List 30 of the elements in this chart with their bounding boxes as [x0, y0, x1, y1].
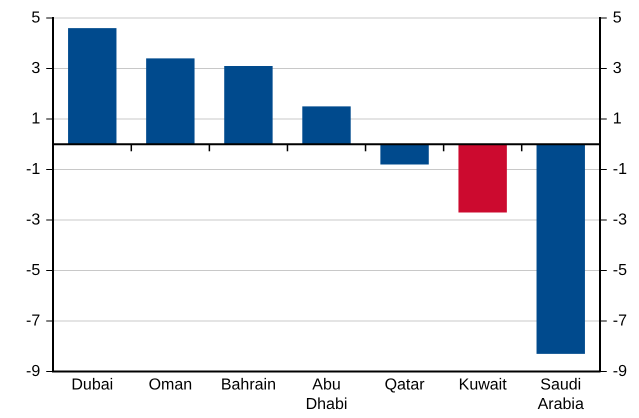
y-tick-label: -7	[26, 312, 40, 330]
y2-tick-label: -7	[612, 312, 628, 330]
x-tick-label: Bahrain	[220, 376, 276, 394]
x-tick-label: Saudi Arabia	[538, 376, 584, 413]
y2-tick-label: 3	[612, 60, 622, 77]
x-tick-label: Qatar	[384, 376, 426, 394]
bar	[536, 144, 585, 354]
y-tick-label: -9	[26, 363, 40, 380]
y2-tick-label: -1	[612, 160, 628, 178]
y2-tick-label: -9	[612, 363, 628, 380]
y-tick-label: 3	[31, 60, 40, 77]
bar	[146, 58, 195, 144]
bar	[68, 28, 116, 144]
x-tick-label: Oman	[148, 376, 192, 394]
y2-tick-label: 1	[612, 110, 622, 128]
y-tick-label: -3	[26, 211, 40, 228]
y2-tick-label: 5	[612, 9, 622, 26]
bar	[224, 66, 273, 144]
y-tick-label: -1	[26, 160, 40, 178]
y-tick-label: 1	[31, 110, 40, 128]
bar	[302, 106, 351, 144]
y-tick-label: -5	[26, 262, 40, 279]
bar	[380, 144, 429, 164]
x-tick-label: Dubai	[71, 376, 114, 394]
y2-tick-label: -5	[612, 262, 628, 279]
x-tick-label: Abu Dhabi	[306, 376, 348, 413]
x-tick-label: Kuwait	[458, 376, 508, 394]
bar	[458, 144, 507, 212]
y-tick-label: 5	[31, 9, 40, 26]
y2-tick-label: -3	[612, 211, 628, 228]
